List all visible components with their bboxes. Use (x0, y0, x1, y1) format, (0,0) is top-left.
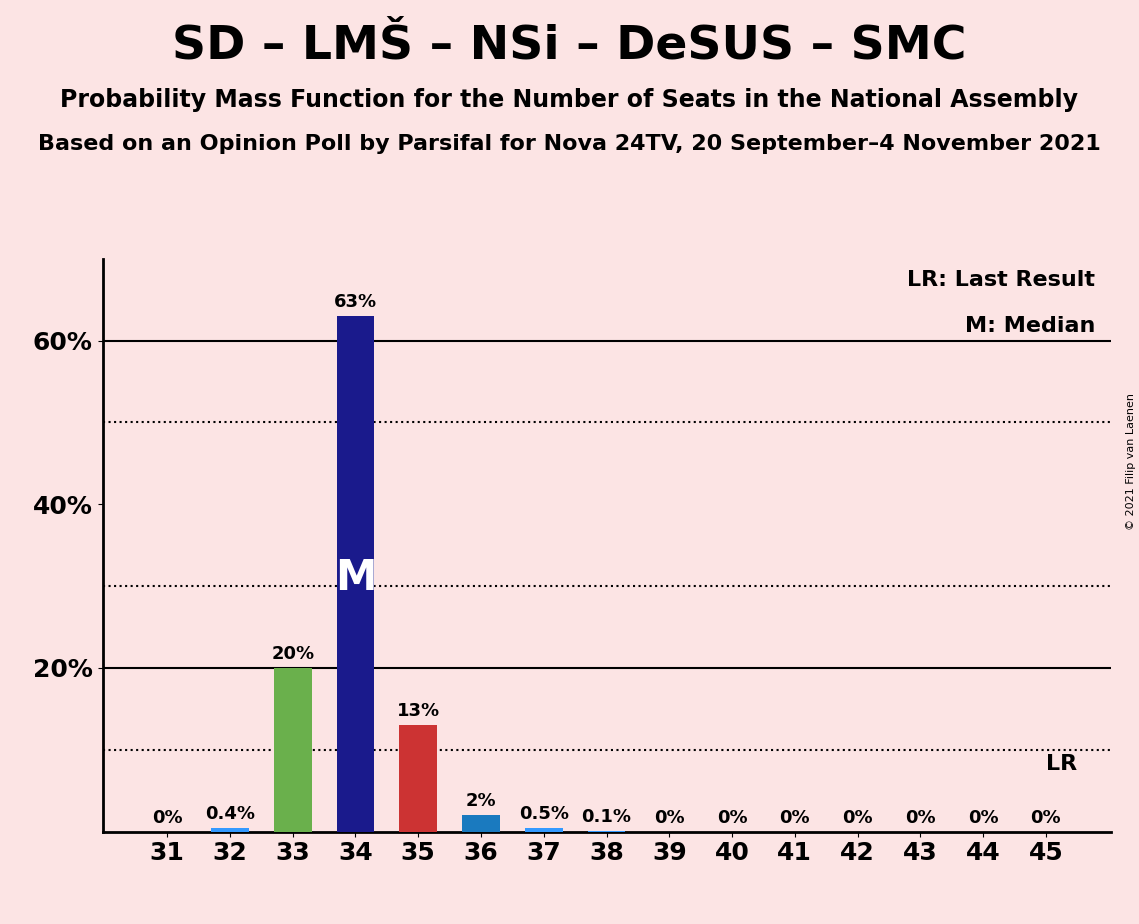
Text: 0%: 0% (968, 808, 999, 827)
Text: 13%: 13% (396, 702, 440, 721)
Text: 0%: 0% (906, 808, 935, 827)
Text: 0.1%: 0.1% (582, 808, 631, 826)
Text: 0%: 0% (151, 808, 182, 827)
Bar (462, 815, 500, 832)
Text: 0%: 0% (779, 808, 810, 827)
Text: 2%: 2% (466, 792, 497, 810)
Text: Based on an Opinion Poll by Parsifal for Nova 24TV, 20 September–4 November 2021: Based on an Opinion Poll by Parsifal for… (38, 134, 1101, 154)
Text: M: M (335, 557, 376, 599)
Bar (337, 316, 375, 832)
Text: Probability Mass Function for the Number of Seats in the National Assembly: Probability Mass Function for the Number… (60, 88, 1079, 112)
Text: 0%: 0% (1031, 808, 1062, 827)
Bar (525, 828, 563, 832)
Bar (400, 725, 437, 832)
Text: 0.4%: 0.4% (205, 806, 255, 823)
Text: 20%: 20% (271, 645, 314, 663)
Text: LR: Last Result: LR: Last Result (908, 270, 1096, 290)
Bar (273, 668, 312, 832)
Text: © 2021 Filip van Laenen: © 2021 Filip van Laenen (1125, 394, 1136, 530)
Text: 0%: 0% (654, 808, 685, 827)
Text: 0%: 0% (716, 808, 747, 827)
Text: LR: LR (1046, 754, 1077, 774)
Text: 0%: 0% (842, 808, 872, 827)
Bar (211, 828, 248, 832)
Text: 63%: 63% (334, 293, 377, 311)
Text: SD – LMŠ – NSi – DeSUS – SMC: SD – LMŠ – NSi – DeSUS – SMC (172, 23, 967, 68)
Text: 0.5%: 0.5% (518, 805, 568, 822)
Text: M: Median: M: Median (965, 316, 1096, 336)
